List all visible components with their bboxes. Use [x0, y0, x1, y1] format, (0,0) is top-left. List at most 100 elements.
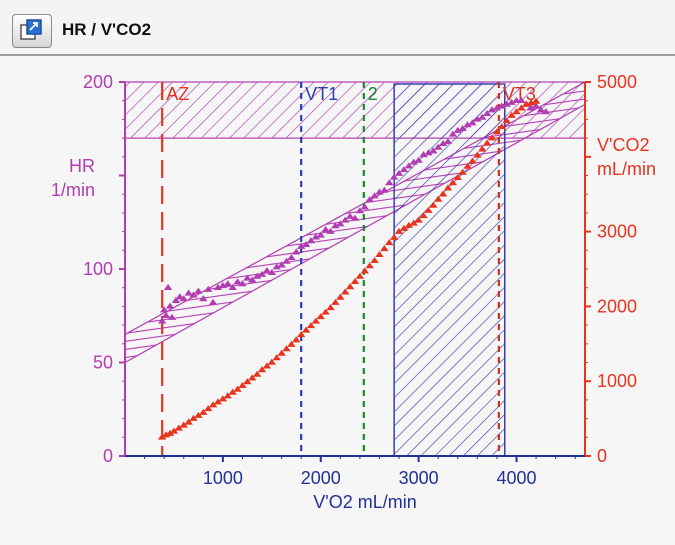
hr-point — [157, 317, 167, 324]
vco2-point — [296, 331, 306, 338]
hr-point — [497, 102, 507, 109]
hr-point — [394, 169, 404, 176]
vco2-point — [336, 293, 345, 300]
vco2-point — [165, 429, 175, 436]
vco2-point — [448, 179, 458, 186]
hr-point — [272, 263, 281, 270]
vco2-point — [399, 224, 409, 231]
vco2-point — [463, 162, 472, 169]
vco2-point — [252, 370, 262, 377]
hr-point — [404, 162, 414, 169]
vco2-point — [385, 239, 394, 246]
hr-point — [203, 285, 213, 292]
hr-point — [287, 254, 296, 261]
vco2-point — [262, 362, 272, 369]
hr-point — [341, 216, 350, 223]
vco2-point — [287, 340, 296, 347]
vco2-point — [243, 378, 252, 385]
hr-point — [165, 302, 175, 309]
vco2-point — [389, 233, 399, 240]
vco2-point — [424, 206, 433, 213]
vco2-point — [468, 157, 477, 164]
vco2-point — [184, 418, 193, 425]
vco2-point — [218, 395, 228, 402]
hr-point — [233, 278, 242, 285]
hr-point — [463, 121, 472, 128]
hr-point — [208, 298, 218, 305]
vco2-point — [248, 374, 257, 381]
hr-point — [502, 100, 511, 107]
right-tick-label: 1000 — [597, 371, 637, 391]
hr-point — [194, 287, 203, 294]
vco2-point — [306, 322, 316, 329]
vco2-point — [355, 272, 365, 279]
expand-window-icon[interactable] — [12, 14, 52, 48]
marker-label-2: 2 — [368, 84, 378, 104]
vco2-point — [365, 262, 374, 269]
vco2-point — [267, 358, 277, 365]
hr-point — [243, 274, 252, 281]
hr-point — [448, 130, 458, 137]
hr-point — [223, 280, 232, 287]
hr-point — [282, 257, 291, 264]
hr-point — [262, 267, 272, 274]
vco2-point — [502, 117, 511, 124]
hr-point — [458, 124, 467, 132]
vco2-point — [169, 427, 179, 434]
hr-point — [492, 104, 502, 111]
hr-point — [541, 108, 551, 115]
left-tick-label: 50 — [93, 353, 113, 373]
hr-point — [213, 283, 223, 290]
hr-point — [167, 313, 177, 320]
hr-point — [365, 196, 374, 203]
hr-point — [414, 156, 423, 163]
vco2-point — [409, 219, 418, 226]
vco2-point — [458, 168, 467, 175]
vco2-point — [228, 388, 237, 395]
hr-point — [536, 106, 546, 113]
vco2-point — [257, 366, 267, 373]
hr-point — [487, 106, 497, 113]
hr-point — [326, 227, 335, 234]
vco2-point — [341, 288, 350, 295]
left-tick-label: 0 — [103, 446, 113, 466]
hr-point — [526, 104, 536, 111]
hr-point — [159, 306, 169, 313]
hr-point — [443, 138, 453, 145]
hr-point — [355, 207, 365, 214]
hr-point — [238, 280, 247, 287]
panel-title: HR / V'CO2 — [62, 20, 152, 39]
hr-point — [267, 268, 277, 276]
vco2-point — [233, 385, 242, 392]
vco2-point — [301, 326, 311, 333]
hr-point — [179, 295, 188, 302]
hr-point — [199, 295, 208, 302]
vco2-point — [311, 317, 321, 324]
vco2-point — [174, 424, 184, 431]
marker-label-vt3: VT3 — [503, 84, 536, 104]
hr-point — [345, 212, 355, 219]
vco2-point — [478, 145, 487, 152]
hr-point — [218, 282, 228, 289]
vco2-point — [438, 190, 448, 197]
x-tick-label: 2000 — [301, 468, 341, 488]
vco2-point — [512, 108, 521, 115]
x-tick-label: 3000 — [399, 468, 439, 488]
hr-point — [292, 248, 301, 255]
hr-point — [389, 173, 399, 180]
hr-point — [468, 119, 477, 126]
right-tick-label: 5000 — [597, 72, 637, 92]
hr-point — [296, 242, 306, 249]
hr-point — [409, 158, 418, 165]
hr-point — [360, 203, 369, 210]
vco2-point — [157, 433, 167, 440]
right-axis-title: V'CO2 — [597, 135, 649, 155]
hr-point — [228, 283, 237, 290]
vco2-point — [419, 212, 428, 219]
hr-point — [473, 115, 482, 122]
vco2-point — [375, 251, 384, 258]
vco2-point — [350, 277, 360, 284]
vco2-zone-band — [393, 83, 506, 457]
vco2-point — [282, 345, 291, 352]
